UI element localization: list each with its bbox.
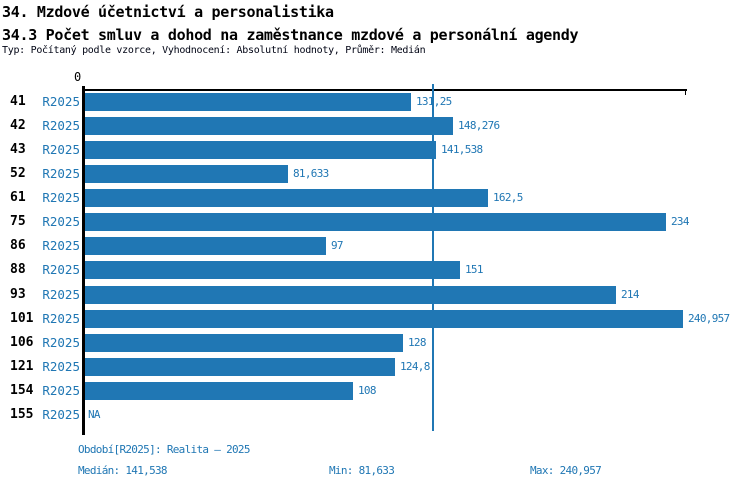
- chart-row: 43 R2025 141,538: [0, 141, 750, 159]
- stat-min: Min: 81,633: [329, 464, 395, 477]
- row-category-label: 88: [10, 262, 26, 277]
- value-bar: [85, 213, 666, 231]
- bar-value-label: NA: [88, 408, 101, 421]
- stat-median: Medián: 141,538: [78, 464, 168, 477]
- bar-value-label: 162,5: [493, 191, 523, 204]
- value-bar: [85, 237, 326, 255]
- value-bar: [85, 382, 353, 400]
- chart-title: 34.3 Počet smluv a dohod na zaměstnance …: [2, 26, 579, 44]
- value-bar: [85, 117, 453, 135]
- row-period-label: R2025: [42, 383, 80, 398]
- page-title: 34. Mzdové účetnictví a personalistika: [2, 3, 334, 21]
- value-bar: [85, 358, 395, 376]
- row-period-label: R2025: [42, 142, 80, 157]
- chart-row: 88 R2025 151: [0, 261, 750, 279]
- row-period-label: R2025: [42, 190, 80, 205]
- row-period-label: R2025: [42, 311, 80, 326]
- chart-row: 61 R2025 162,5: [0, 189, 750, 207]
- row-category-label: 86: [10, 238, 26, 253]
- chart-row: 155 R2025 NA: [0, 406, 750, 424]
- chart-row: 101 R2025 240,957: [0, 310, 750, 328]
- bar-value-label: 124,8: [400, 360, 430, 373]
- median-line: [432, 84, 434, 431]
- row-category-label: 61: [10, 190, 26, 205]
- chart-row: 93 R2025 214: [0, 286, 750, 304]
- value-bar: [85, 141, 436, 159]
- row-period-label: R2025: [42, 407, 80, 422]
- chart-row: 52 R2025 81,633: [0, 165, 750, 183]
- row-period-label: R2025: [42, 287, 80, 302]
- bar-value-label: 234: [671, 215, 689, 228]
- row-category-label: 101: [10, 311, 34, 326]
- value-bar: [85, 189, 488, 207]
- bar-value-label: 240,957: [688, 312, 730, 325]
- bar-value-label: 108: [358, 384, 376, 397]
- chart-meta-line: Typ: Počítaný podle vzorce, Vyhodnocení:…: [2, 45, 426, 56]
- bar-value-label: 97: [331, 239, 344, 252]
- chart-row: 42 R2025 148,276: [0, 117, 750, 135]
- x-axis-line: [82, 89, 687, 91]
- x-axis-max-tick: [685, 91, 686, 95]
- row-category-label: 121: [10, 359, 34, 374]
- bar-value-label: 151: [465, 263, 483, 276]
- row-category-label: 106: [10, 335, 34, 350]
- value-bar: [85, 261, 460, 279]
- chart-row: 121 R2025 124,8: [0, 358, 750, 376]
- row-period-label: R2025: [42, 166, 80, 181]
- row-period-label: R2025: [42, 214, 80, 229]
- row-category-label: 42: [10, 118, 26, 133]
- chart-row: 106 R2025 128: [0, 334, 750, 352]
- value-bar: [85, 165, 288, 183]
- row-period-label: R2025: [42, 359, 80, 374]
- value-bar: [85, 334, 403, 352]
- chart-row: 75 R2025 234: [0, 213, 750, 231]
- value-bar: [85, 93, 411, 111]
- chart-row: 41 R2025 131,25: [0, 93, 750, 111]
- row-category-label: 43: [10, 142, 26, 157]
- row-period-label: R2025: [42, 262, 80, 277]
- value-bar: [85, 286, 616, 304]
- row-period-label: R2025: [42, 238, 80, 253]
- row-category-label: 154: [10, 383, 34, 398]
- row-category-label: 52: [10, 166, 26, 181]
- bar-value-label: 148,276: [458, 119, 500, 132]
- stat-max: Max: 240,957: [530, 464, 602, 477]
- bar-value-label: 128: [408, 336, 426, 349]
- row-period-label: R2025: [42, 335, 80, 350]
- y-axis-line: [82, 86, 85, 435]
- bar-value-label: 81,633: [293, 167, 329, 180]
- row-period-label: R2025: [42, 94, 80, 109]
- row-category-label: 93: [10, 287, 26, 302]
- row-category-label: 41: [10, 94, 26, 109]
- row-category-label: 155: [10, 407, 34, 422]
- row-category-label: 75: [10, 214, 26, 229]
- chart-row: 154 R2025 108: [0, 382, 750, 400]
- chart-row: 86 R2025 97: [0, 237, 750, 255]
- x-axis-zero-label: 0: [74, 70, 82, 84]
- bar-value-label: 131,25: [416, 95, 452, 108]
- row-period-label: R2025: [42, 118, 80, 133]
- value-bar: [85, 310, 683, 328]
- bar-value-label: 141,538: [441, 143, 483, 156]
- period-note: Období[R2025]: Realita – 2025: [78, 443, 250, 456]
- bar-value-label: 214: [621, 288, 639, 301]
